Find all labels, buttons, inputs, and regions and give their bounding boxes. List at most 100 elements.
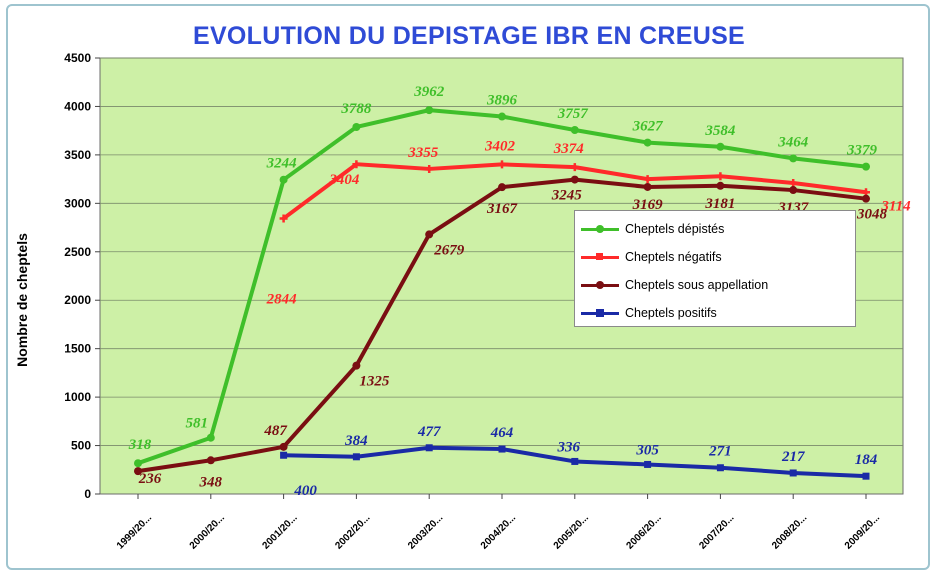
data-label: 3244 bbox=[266, 156, 298, 172]
data-label: 384 bbox=[344, 433, 368, 449]
data-label: 3896 bbox=[486, 93, 518, 109]
x-tick-label: 2003/20... bbox=[406, 512, 445, 551]
data-point bbox=[134, 467, 142, 476]
legend-label: Cheptels sous appellation bbox=[625, 278, 769, 292]
data-label: 3114 bbox=[880, 198, 911, 214]
data-label: 336 bbox=[557, 439, 581, 455]
y-tick-label: 4500 bbox=[64, 51, 91, 65]
data-label: 581 bbox=[186, 416, 209, 432]
data-point bbox=[206, 433, 215, 442]
data-point bbox=[789, 469, 797, 477]
x-tick-label: 2006/20... bbox=[624, 512, 663, 551]
data-label: 464 bbox=[490, 425, 514, 441]
data-label: 3169 bbox=[632, 197, 664, 213]
data-point bbox=[498, 160, 506, 169]
legend-swatch-negatifs bbox=[581, 251, 619, 263]
data-point bbox=[862, 472, 870, 480]
data-point bbox=[498, 445, 506, 453]
y-tick-label: 2500 bbox=[64, 245, 91, 259]
x-tick-label: 2001/20... bbox=[260, 512, 299, 551]
data-label: 2844 bbox=[266, 291, 298, 307]
data-label: 3962 bbox=[413, 84, 445, 100]
data-point bbox=[498, 183, 506, 192]
data-label: 348 bbox=[199, 474, 223, 490]
data-point bbox=[425, 230, 434, 239]
data-point bbox=[352, 453, 360, 461]
data-point bbox=[134, 459, 142, 468]
x-tick-label: 2008/20... bbox=[770, 512, 809, 551]
data-label: 3355 bbox=[407, 145, 439, 161]
data-point bbox=[716, 172, 725, 181]
data-label: 305 bbox=[635, 442, 659, 458]
x-tick-label: 2004/20... bbox=[479, 512, 518, 551]
data-point bbox=[716, 142, 725, 151]
data-point bbox=[716, 181, 725, 190]
data-label: 3627 bbox=[632, 119, 664, 135]
y-tick-label: 500 bbox=[71, 439, 91, 453]
legend-item: Cheptels positifs bbox=[575, 299, 855, 327]
data-point bbox=[279, 214, 288, 223]
data-point bbox=[570, 163, 579, 172]
data-label: 3788 bbox=[340, 101, 372, 117]
data-label: 184 bbox=[855, 452, 878, 468]
data-label: 3464 bbox=[777, 134, 809, 150]
legend-swatch-positifs bbox=[581, 307, 619, 319]
y-tick-label: 1500 bbox=[64, 342, 91, 356]
y-tick-label: 4000 bbox=[64, 99, 91, 113]
y-tick-label: 1000 bbox=[64, 390, 91, 404]
x-tick-label: 2002/20... bbox=[333, 512, 372, 551]
data-point bbox=[352, 160, 361, 169]
legend-item: Cheptels dépistés bbox=[575, 215, 855, 243]
data-point bbox=[644, 460, 652, 468]
data-label: 477 bbox=[417, 424, 441, 440]
data-label: 3379 bbox=[846, 143, 878, 159]
data-label: 271 bbox=[708, 444, 732, 460]
data-point bbox=[789, 154, 798, 163]
y-tick-label: 2000 bbox=[64, 293, 91, 307]
data-point bbox=[643, 175, 652, 184]
data-label: 3167 bbox=[486, 201, 518, 217]
data-point bbox=[206, 456, 215, 465]
data-point bbox=[789, 186, 798, 195]
data-point bbox=[425, 106, 434, 115]
y-tick-label: 0 bbox=[84, 487, 91, 501]
data-point bbox=[716, 464, 724, 472]
data-point bbox=[789, 178, 798, 187]
x-tick-label: 1999/20... bbox=[115, 512, 154, 551]
data-point bbox=[570, 125, 579, 134]
legend-swatch-appellation bbox=[581, 279, 619, 291]
data-point bbox=[352, 122, 361, 131]
data-label: 3404 bbox=[328, 172, 360, 188]
legend-swatch-depistes bbox=[581, 223, 619, 235]
legend-item: Cheptels sous appellation bbox=[575, 271, 855, 299]
y-tick-label: 3500 bbox=[64, 148, 91, 162]
x-tick-label: 2009/20... bbox=[843, 512, 882, 551]
data-label: 3374 bbox=[553, 141, 585, 157]
data-point bbox=[643, 138, 652, 147]
data-label: 318 bbox=[128, 437, 152, 453]
x-tick-label: 2000/20... bbox=[188, 512, 227, 551]
data-label: 217 bbox=[781, 449, 805, 465]
data-label: 3757 bbox=[557, 106, 589, 122]
data-label: 3181 bbox=[704, 196, 735, 212]
data-label: 1325 bbox=[359, 374, 390, 390]
data-point bbox=[280, 451, 288, 459]
data-point bbox=[279, 175, 288, 184]
data-label: 3245 bbox=[551, 188, 583, 204]
legend: Cheptels dépistés Cheptels négatifs Chep… bbox=[574, 210, 856, 327]
legend-item: Cheptels négatifs bbox=[575, 243, 855, 271]
chart-title: EVOLUTION DU DEPISTAGE IBR EN CREUSE bbox=[192, 22, 746, 50]
data-point bbox=[571, 457, 579, 465]
data-point bbox=[862, 194, 870, 203]
data-label: 3048 bbox=[856, 207, 888, 223]
legend-label: Cheptels positifs bbox=[625, 306, 717, 320]
data-label: 2679 bbox=[433, 242, 465, 258]
legend-label: Cheptels dépistés bbox=[625, 222, 725, 236]
data-label: 236 bbox=[138, 471, 162, 487]
data-point bbox=[643, 182, 652, 191]
data-point bbox=[862, 162, 870, 171]
legend-label: Cheptels négatifs bbox=[625, 250, 722, 264]
data-point bbox=[570, 175, 579, 184]
x-tick-label: 2007/20... bbox=[697, 512, 736, 551]
x-tick-label: 2005/20... bbox=[552, 512, 591, 551]
